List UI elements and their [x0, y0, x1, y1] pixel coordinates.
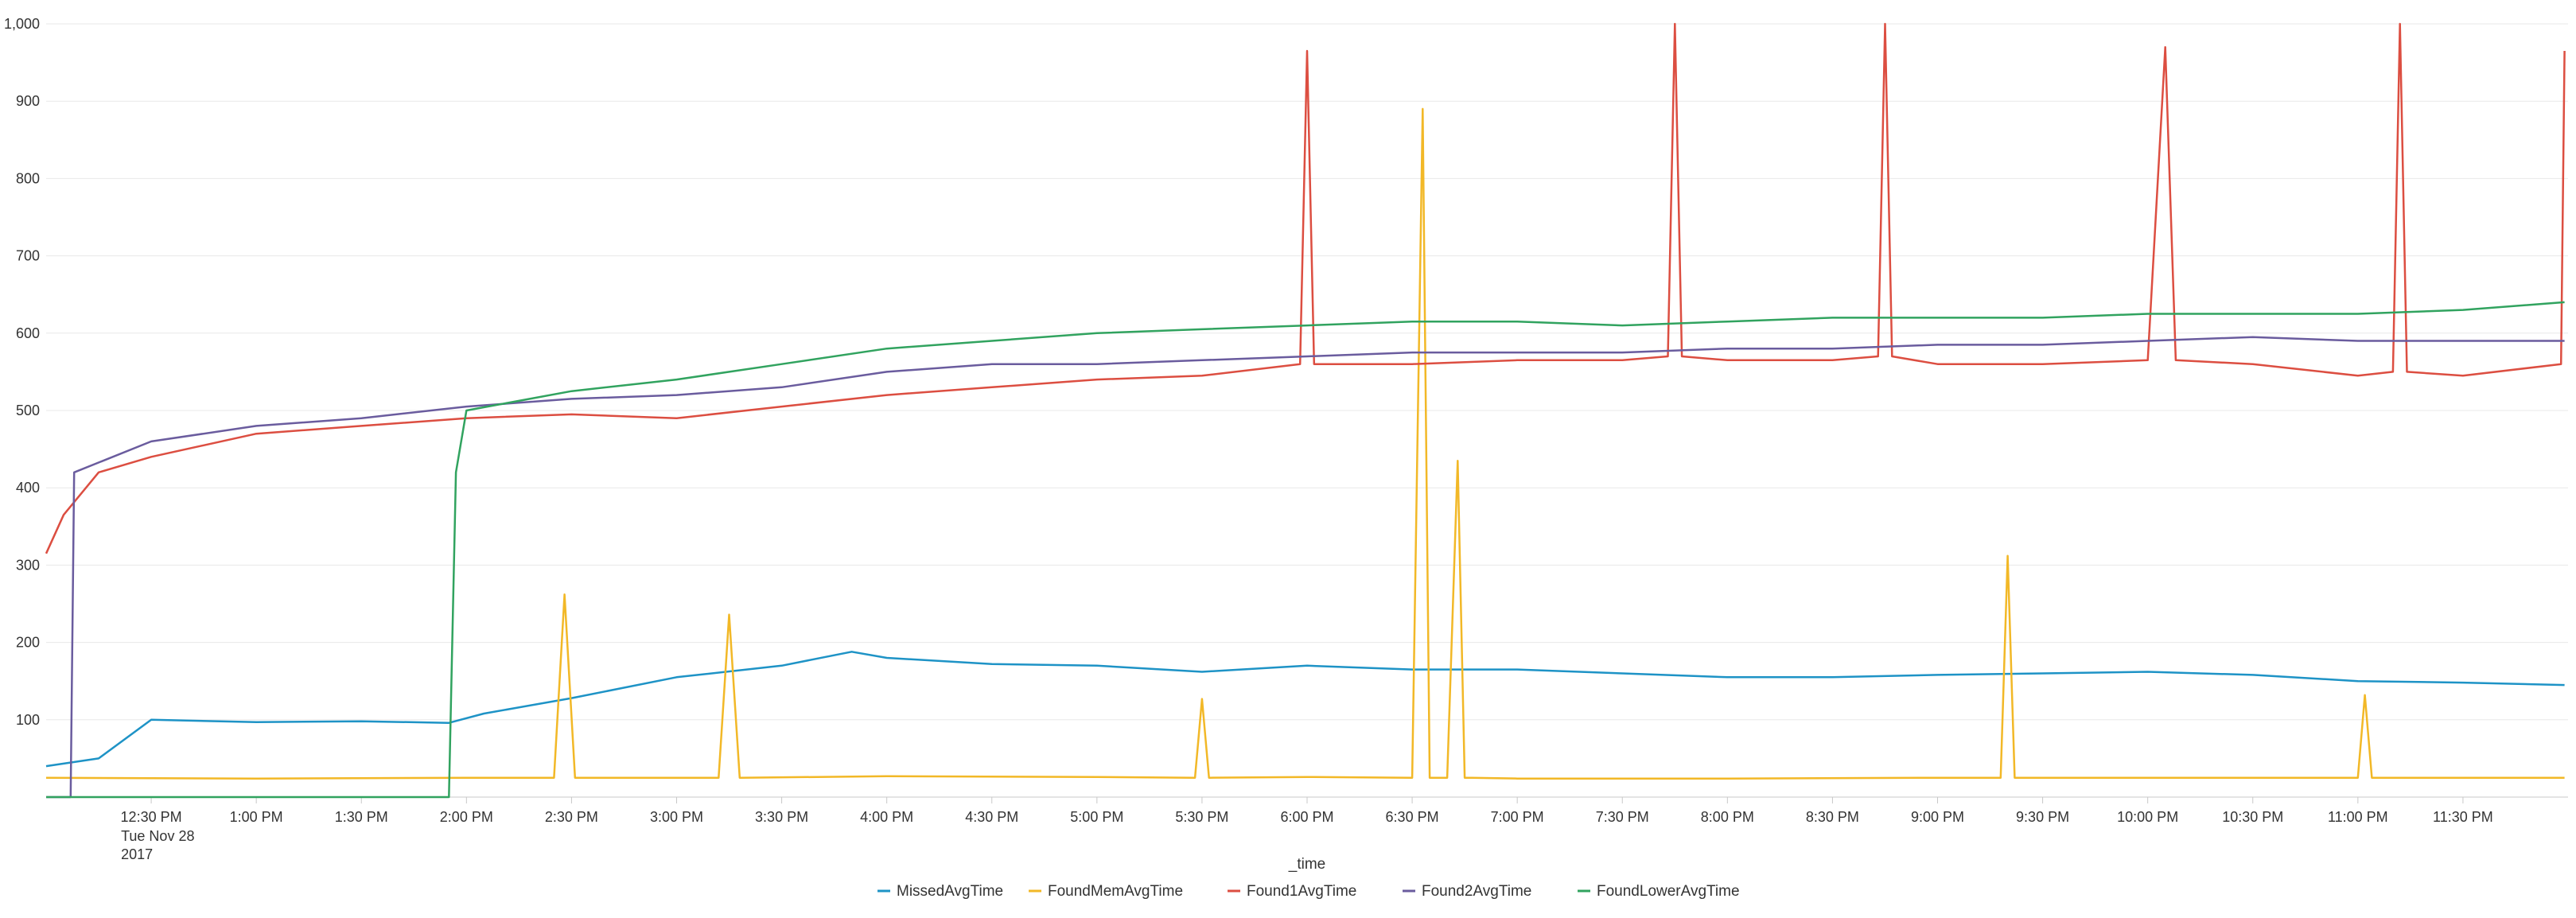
legend: MissedAvgTime FoundMemAvgTime Found1AvgTim… [877, 883, 1740, 900]
x-date-label: 2017 [121, 846, 153, 862]
x-tick-label: 2:00 PM [440, 809, 493, 825]
x-tick-label: 2:30 PM [545, 809, 598, 825]
y-tick-label: 100 [16, 712, 40, 728]
x-tick-label: 5:00 PM [1070, 809, 1123, 825]
y-tick-label: 200 [16, 635, 40, 651]
legend-item: Found2AvgTime [1403, 883, 1531, 900]
legend-item: MissedAvgTime [877, 883, 1003, 900]
series-line-foundloweravgtime [46, 301, 2565, 799]
y-tick-label: 700 [16, 248, 40, 264]
series-line-foundmemavgtime [45, 107, 2565, 780]
x-tick-label: 3:30 PM [755, 809, 808, 825]
series-line-found2avgtime [46, 336, 2565, 799]
gridlines [46, 23, 2568, 721]
legend-label: FoundMemAvgTime [1048, 883, 1183, 900]
legend-label: FoundLowerAvgTime [1597, 883, 1740, 900]
x-date-label: Tue Nov 28 [121, 828, 194, 844]
y-tick-label: 500 [16, 403, 40, 418]
y-tick-label: 900 [16, 93, 40, 109]
x-axis: 12:30 PM 1:00 PM 1:30 PM 2:00 PM 2:30 PM 3:00… [46, 796, 2568, 862]
x-tick-label: 11:00 PM [2328, 809, 2388, 825]
x-tick-label: 10:30 PM [2222, 809, 2283, 825]
x-tick-label: 11:30 PM [2433, 809, 2493, 825]
y-tick-label: 800 [16, 170, 40, 186]
x-tick-label: 10:00 PM [2117, 809, 2178, 825]
x-tick-label: 1:30 PM [335, 809, 388, 825]
legend-item: FoundLowerAvgTime [1578, 883, 1740, 900]
x-tick-label: 6:00 PM [1280, 809, 1333, 825]
x-tick-label: 12:30 PM [121, 809, 182, 825]
x-tick-label: 4:30 PM [965, 809, 1018, 825]
x-tick-label: 7:00 PM [1491, 809, 1544, 825]
x-tick-label: 1:00 PM [230, 809, 283, 825]
x-tick-label: 7:30 PM [1596, 809, 1649, 825]
x-tick-label: 8:30 PM [1806, 809, 1859, 825]
series-line-missedavgtime [45, 651, 2565, 768]
y-axis-ticks: 100 200 300 400 500 600 700 800 900 1,000 [4, 16, 40, 728]
x-tick-label: 8:00 PM [1701, 809, 1754, 825]
x-tick-label: 4:00 PM [860, 809, 913, 825]
x-tick-label: 9:30 PM [2016, 809, 2069, 825]
legend-label: Found1AvgTime [1247, 883, 1356, 900]
x-tick-label: 9:00 PM [1911, 809, 1964, 825]
x-tick-label: 3:00 PM [650, 809, 703, 825]
x-tick-label: 6:30 PM [1386, 809, 1439, 825]
y-tick-label: 600 [16, 325, 40, 341]
legend-label: MissedAvgTime [897, 883, 1003, 900]
y-tick-label: 1,000 [4, 16, 40, 32]
x-axis-label: _time [1288, 856, 1325, 873]
legend-label: Found2AvgTime [1422, 883, 1531, 900]
series-line-found1avgtime [45, 22, 2566, 554]
y-tick-label: 300 [16, 557, 40, 573]
x-tick-label: 5:30 PM [1175, 809, 1228, 825]
legend-item: Found1AvgTime [1228, 883, 1356, 900]
series-lines [45, 22, 2566, 799]
legend-item: FoundMemAvgTime [1029, 883, 1183, 900]
y-tick-label: 400 [16, 480, 40, 496]
